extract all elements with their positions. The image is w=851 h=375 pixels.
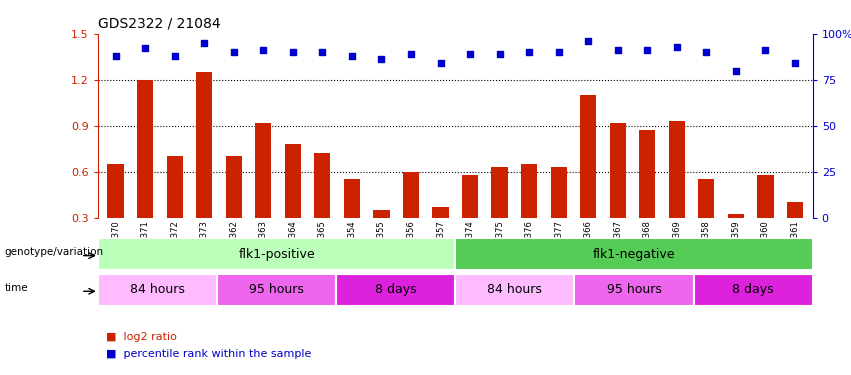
Text: ■  percentile rank within the sample: ■ percentile rank within the sample xyxy=(106,350,311,359)
Point xyxy=(551,49,565,55)
Bar xyxy=(217,274,336,306)
Bar xyxy=(728,214,744,217)
Bar xyxy=(196,72,213,217)
Bar xyxy=(98,238,455,270)
Bar xyxy=(521,164,537,218)
Point xyxy=(493,51,506,57)
Bar xyxy=(492,167,508,218)
Text: 95 hours: 95 hours xyxy=(607,283,661,296)
Bar xyxy=(462,175,478,217)
Bar xyxy=(787,202,803,217)
Point xyxy=(641,47,654,53)
Bar xyxy=(285,144,301,218)
Bar xyxy=(336,274,455,306)
Point xyxy=(523,49,536,55)
Bar xyxy=(669,121,685,218)
Bar xyxy=(609,123,625,218)
Bar xyxy=(107,164,123,218)
Text: flk1-negative: flk1-negative xyxy=(593,248,675,261)
Point xyxy=(197,40,211,46)
Point xyxy=(463,51,477,57)
Bar xyxy=(255,123,271,218)
Point xyxy=(788,60,802,66)
Bar xyxy=(403,172,419,217)
Point xyxy=(256,47,270,53)
Point xyxy=(286,49,300,55)
Text: 8 days: 8 days xyxy=(733,283,774,296)
Text: 84 hours: 84 hours xyxy=(488,283,542,296)
Text: ■  log2 ratio: ■ log2 ratio xyxy=(106,333,177,342)
Point xyxy=(139,45,152,51)
Point xyxy=(404,51,418,57)
Bar xyxy=(455,274,574,306)
Point xyxy=(700,49,713,55)
Text: genotype/variation: genotype/variation xyxy=(4,247,103,257)
Bar xyxy=(432,207,448,218)
Bar xyxy=(580,95,597,218)
Text: time: time xyxy=(4,283,28,293)
Point xyxy=(729,68,743,74)
Bar xyxy=(698,179,715,218)
Text: GDS2322 / 21084: GDS2322 / 21084 xyxy=(98,17,220,31)
Bar xyxy=(314,153,330,218)
Text: 8 days: 8 days xyxy=(375,283,416,296)
Point xyxy=(758,47,772,53)
Bar xyxy=(344,179,360,218)
Point xyxy=(374,57,388,63)
Bar xyxy=(167,156,183,218)
Point xyxy=(611,47,625,53)
Bar xyxy=(639,130,655,218)
Bar xyxy=(574,274,694,306)
Bar xyxy=(455,238,813,270)
Bar xyxy=(694,274,813,306)
Text: 84 hours: 84 hours xyxy=(130,283,185,296)
Bar xyxy=(551,167,567,218)
Point xyxy=(346,53,359,59)
Point xyxy=(670,44,683,50)
Point xyxy=(316,49,329,55)
Point xyxy=(581,38,595,44)
Bar xyxy=(137,80,153,218)
Point xyxy=(109,53,123,59)
Point xyxy=(168,53,181,59)
Bar xyxy=(757,175,774,217)
Point xyxy=(434,60,448,66)
Text: flk1-positive: flk1-positive xyxy=(238,248,315,261)
Bar xyxy=(98,274,217,306)
Bar xyxy=(226,156,242,218)
Text: 95 hours: 95 hours xyxy=(249,283,304,296)
Point xyxy=(227,49,241,55)
Bar xyxy=(374,210,390,218)
